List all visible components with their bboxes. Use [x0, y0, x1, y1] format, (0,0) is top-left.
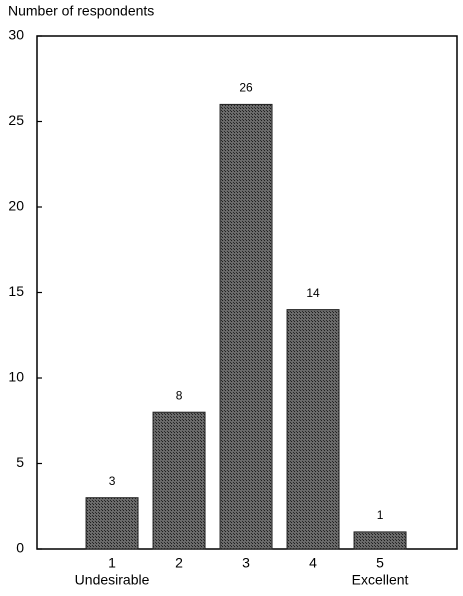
bar — [219, 103, 273, 550]
x-tick-label: 2 — [175, 555, 183, 571]
y-axis-label: Number of respondents — [8, 3, 154, 19]
bar — [85, 497, 139, 550]
x-tick-label: 5 — [376, 555, 384, 571]
x-tick-sublabel: Excellent — [352, 572, 409, 588]
x-tick-label: 4 — [309, 555, 317, 571]
y-tick-label: 25 — [8, 112, 24, 128]
y-tick-label: 30 — [8, 27, 24, 43]
y-tick-label: 0 — [16, 540, 24, 556]
data-label: 8 — [176, 388, 183, 402]
data-label: 1 — [377, 508, 384, 522]
y-tick-label: 5 — [16, 454, 24, 470]
bar — [152, 411, 206, 550]
y-tick-label: 20 — [8, 198, 24, 214]
x-tick-sublabel: Undesirable — [75, 572, 150, 588]
x-tick-label: 1 — [108, 555, 116, 571]
data-label: 26 — [239, 81, 253, 95]
bar — [286, 309, 340, 550]
bar — [353, 531, 407, 550]
data-label: 3 — [109, 474, 116, 488]
data-label: 14 — [306, 286, 320, 300]
y-tick-label: 15 — [8, 283, 24, 299]
y-tick-label: 10 — [8, 369, 24, 385]
x-tick-label: 3 — [242, 555, 250, 571]
